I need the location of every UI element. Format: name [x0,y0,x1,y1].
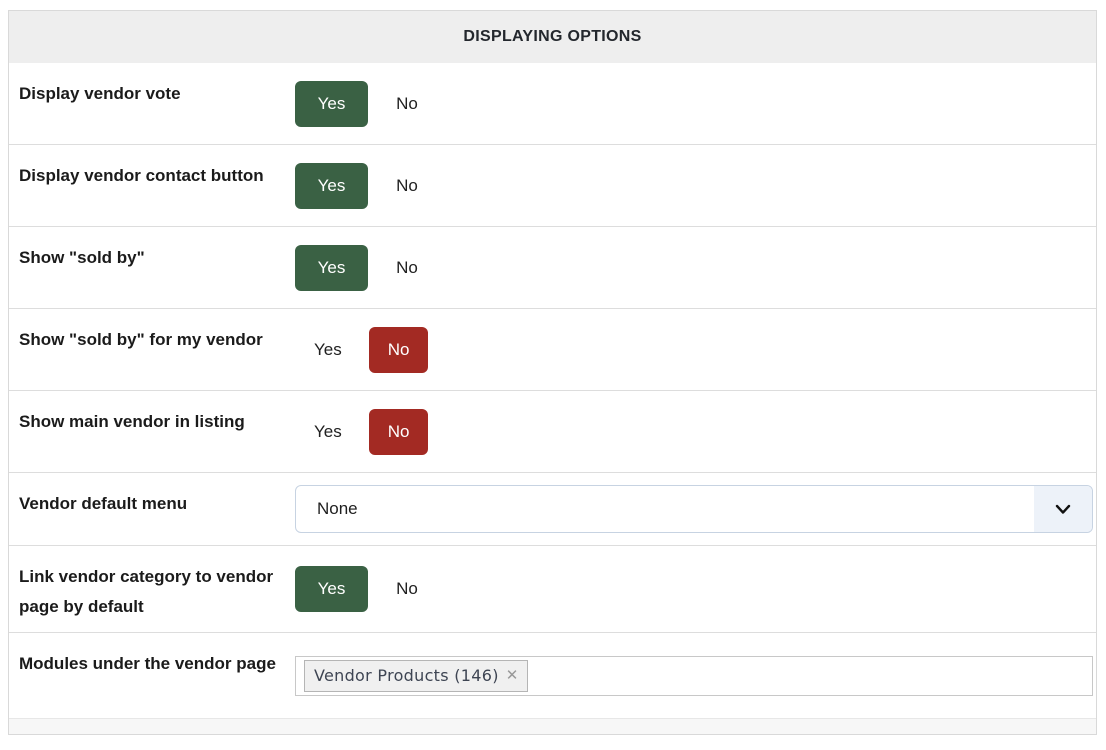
no-button[interactable]: No [376,163,438,209]
yes-button[interactable]: Yes [295,80,368,127]
setting-row-show-sold-by: Show "sold by" Yes No [9,227,1096,309]
yes-no-toggle: Yes No [295,80,438,127]
setting-row-modules-under-vendor-page: Modules under the vendor page Vendor Pro… [9,633,1096,718]
module-tag-label: Vendor Products (146) [314,666,499,685]
select-value: None [317,499,358,518]
setting-label: Link vendor category to vendor page by d… [19,567,274,616]
setting-row-display-vendor-vote: Display vendor vote Yes No [9,63,1096,145]
setting-row-link-vendor-category: Link vendor category to vendor page by d… [9,546,1096,633]
yes-no-toggle: Yes No [295,162,438,209]
setting-label: Display vendor contact button [19,166,264,185]
setting-row-show-main-vendor-in-listing: Show main vendor in listing Yes No [9,391,1096,473]
setting-label: Display vendor vote [19,84,181,103]
vendor-default-menu-select[interactable]: None [295,485,1093,533]
setting-label: Show "sold by" [19,248,145,267]
no-button[interactable]: No [376,81,438,127]
remove-tag-icon[interactable]: ✕ [505,666,519,684]
yes-no-toggle: Yes No [295,244,438,291]
displaying-options-panel: DISPLAYING OPTIONS Display vendor vote Y… [8,10,1097,735]
no-button[interactable]: No [368,326,429,373]
modules-tag-input[interactable]: Vendor Products (146) ✕ [295,655,1093,696]
panel-footer [9,718,1096,734]
yes-button[interactable]: Yes [295,409,361,455]
setting-label: Modules under the vendor page [19,654,276,673]
setting-row-display-vendor-contact-button: Display vendor contact button Yes No [9,145,1096,227]
yes-button[interactable]: Yes [295,566,368,612]
no-button[interactable]: No [376,245,438,291]
setting-label: Show "sold by" for my vendor [19,330,263,349]
yes-button[interactable]: Yes [295,327,361,373]
chevron-down-icon [1034,486,1092,532]
yes-button[interactable]: Yes [295,162,368,209]
no-button[interactable]: No [376,566,438,612]
panel-title: DISPLAYING OPTIONS [9,11,1096,63]
setting-label: Show main vendor in listing [19,412,245,431]
setting-row-vendor-default-menu: Vendor default menu None [9,473,1096,546]
yes-button[interactable]: Yes [295,244,368,291]
no-button[interactable]: No [368,408,429,455]
setting-row-show-sold-by-for-my-vendor: Show "sold by" for my vendor Yes No [9,309,1096,391]
yes-no-toggle: Yes No [295,566,438,612]
setting-label: Vendor default menu [19,494,188,513]
yes-no-toggle: Yes No [295,326,429,373]
module-tag: Vendor Products (146) ✕ [304,659,528,692]
yes-no-toggle: Yes No [295,408,429,455]
